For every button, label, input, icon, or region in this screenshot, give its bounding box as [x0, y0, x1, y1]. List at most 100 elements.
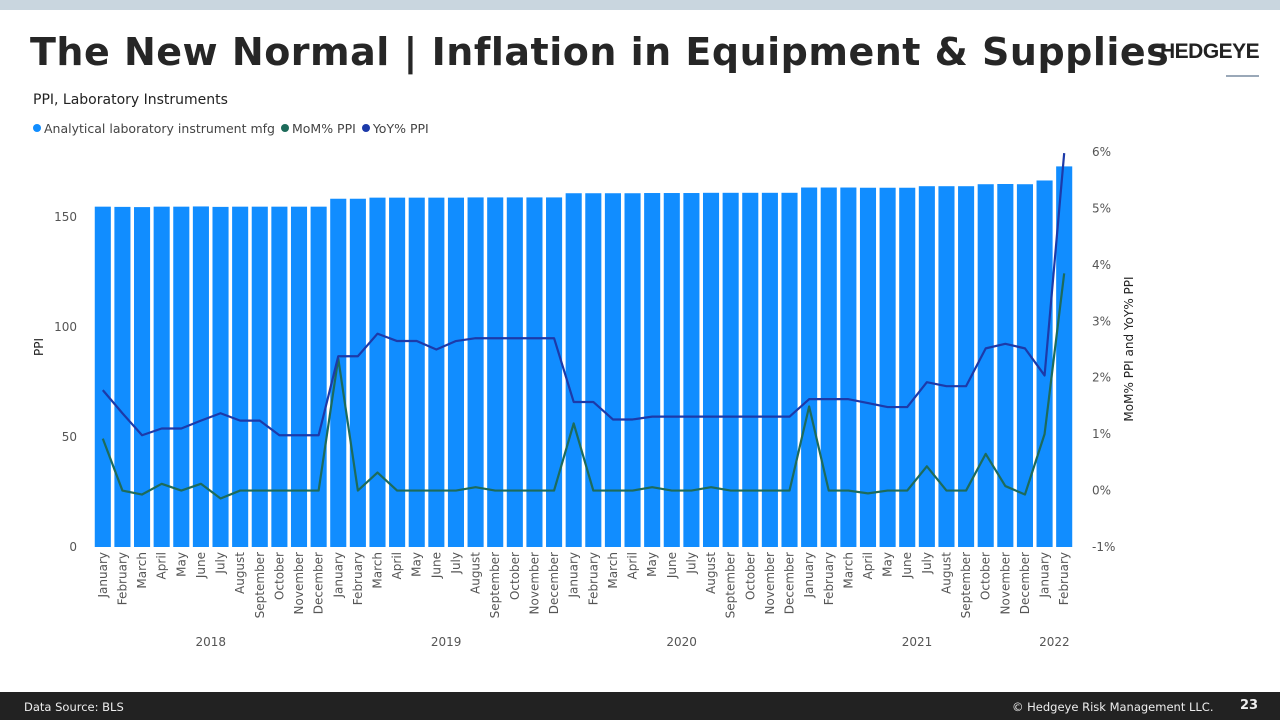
x-tick-label: May — [410, 552, 424, 577]
bar — [801, 187, 818, 547]
x-tick-label: November — [527, 552, 541, 614]
bar — [585, 193, 602, 548]
x-tick-label: August — [233, 552, 247, 594]
x-tick-label: February — [822, 552, 836, 605]
bar — [859, 187, 877, 548]
bar — [330, 198, 347, 548]
bar — [624, 193, 641, 548]
x-tick-label: April — [626, 552, 640, 579]
x-tick-label: December — [1018, 552, 1032, 614]
x-tick-label: April — [861, 552, 875, 579]
x-tick-label: March — [841, 552, 855, 589]
bar — [192, 206, 209, 547]
x-tick-label: October — [508, 552, 522, 600]
x-tick-label: July — [684, 552, 698, 575]
x-tick-label: October — [979, 552, 993, 600]
y2-tick-label: 5% — [1092, 201, 1111, 215]
x-tick-label: October — [272, 552, 286, 600]
x-tick-label: August — [704, 552, 718, 594]
x-tick-label: July — [214, 552, 228, 575]
bar — [114, 206, 131, 547]
bar — [487, 197, 504, 548]
bar — [761, 192, 778, 548]
legend-item-mom[interactable]: MoM% PPI — [280, 121, 356, 136]
bar — [977, 184, 994, 547]
bar — [1016, 184, 1033, 547]
x-tick-label: June — [194, 552, 208, 579]
y-tick-label: 50 — [62, 430, 77, 444]
footer-bar: Data Source: BLS © Hedgeye Risk Manageme… — [0, 692, 1280, 720]
bar — [134, 207, 151, 547]
bar — [212, 206, 229, 547]
x-tick-label: November — [763, 552, 777, 614]
x-tick-label: February — [115, 552, 129, 605]
x-tick-label: May — [174, 552, 188, 577]
bar — [644, 193, 661, 547]
x-tick-label: June — [900, 552, 914, 579]
y2-tick-label: -1% — [1092, 540, 1115, 554]
year-label: 2019 — [431, 635, 462, 649]
bar — [722, 192, 739, 548]
y2-tick-label: 2% — [1092, 371, 1111, 385]
bar — [153, 206, 170, 547]
x-tick-label: January — [331, 552, 345, 599]
x-tick-label: February — [351, 552, 365, 605]
x-tick-label: January — [1038, 552, 1052, 599]
bar — [428, 197, 445, 547]
data-source: Data Source: BLS — [24, 700, 124, 714]
x-tick-label: April — [390, 552, 404, 579]
bar — [938, 186, 955, 547]
legend-item-yoy[interactable]: YoY% PPI — [361, 121, 429, 136]
y-tick-label: 100 — [54, 320, 77, 334]
x-tick-label: August — [469, 552, 483, 594]
bar — [840, 187, 857, 547]
bar — [290, 206, 308, 547]
bar — [820, 187, 837, 547]
bar — [369, 197, 386, 547]
bar — [173, 206, 190, 547]
x-tick-label: May — [881, 552, 895, 577]
legend-item-ppi[interactable]: Analytical laboratory instrument mfg — [33, 121, 275, 136]
legend-dot — [280, 124, 289, 132]
bar — [899, 187, 916, 548]
x-tick-label: January — [567, 552, 581, 599]
x-tick-label: May — [645, 552, 659, 577]
x-tick-label: January — [96, 552, 110, 599]
bar — [1056, 166, 1073, 547]
x-tick-label: November — [292, 552, 306, 614]
year-label: 2018 — [195, 635, 226, 649]
x-tick-label: July — [920, 552, 934, 575]
year-label: 2020 — [666, 635, 697, 649]
bar — [408, 197, 425, 547]
x-tick-label: October — [743, 552, 757, 600]
x-tick-label: December — [312, 552, 326, 614]
top-accent-bar — [0, 0, 1280, 10]
bar — [389, 197, 406, 547]
x-tick-label: January — [802, 552, 816, 599]
bar — [526, 197, 543, 548]
bar — [447, 197, 465, 547]
y2-tick-label: 3% — [1092, 314, 1111, 328]
chart-title: PPI, Laboratory Instruments — [33, 92, 228, 108]
legend-dot — [33, 124, 41, 132]
mom-line — [101, 273, 1066, 500]
x-tick-label: September — [253, 552, 267, 618]
bar — [918, 186, 935, 547]
yoy-line — [101, 153, 1066, 437]
chart-plot: 0 50 100 150 -1% 0% 1% 2% 3% 4% 5% 6% PPI MoM% PPI an… — [32, 145, 1136, 649]
page-title: The New Normal | Inflation in Equipment … — [30, 30, 1170, 74]
logo-underline — [1226, 75, 1259, 77]
y2-tick-label: 1% — [1092, 427, 1111, 441]
y-axis-label: PPI — [32, 338, 46, 356]
bar — [663, 193, 680, 547]
x-tick-label: June — [665, 552, 679, 579]
bar — [232, 206, 249, 547]
x-tick-label: September — [488, 552, 502, 618]
x-tick-label: September — [959, 552, 973, 618]
year-label: 2022 — [1039, 635, 1070, 649]
bar — [958, 186, 975, 547]
year-label: 2021 — [902, 635, 933, 649]
x-tick-label: July — [449, 552, 463, 575]
page-number: 23 — [1240, 698, 1259, 713]
x-tick-label: April — [155, 552, 169, 579]
